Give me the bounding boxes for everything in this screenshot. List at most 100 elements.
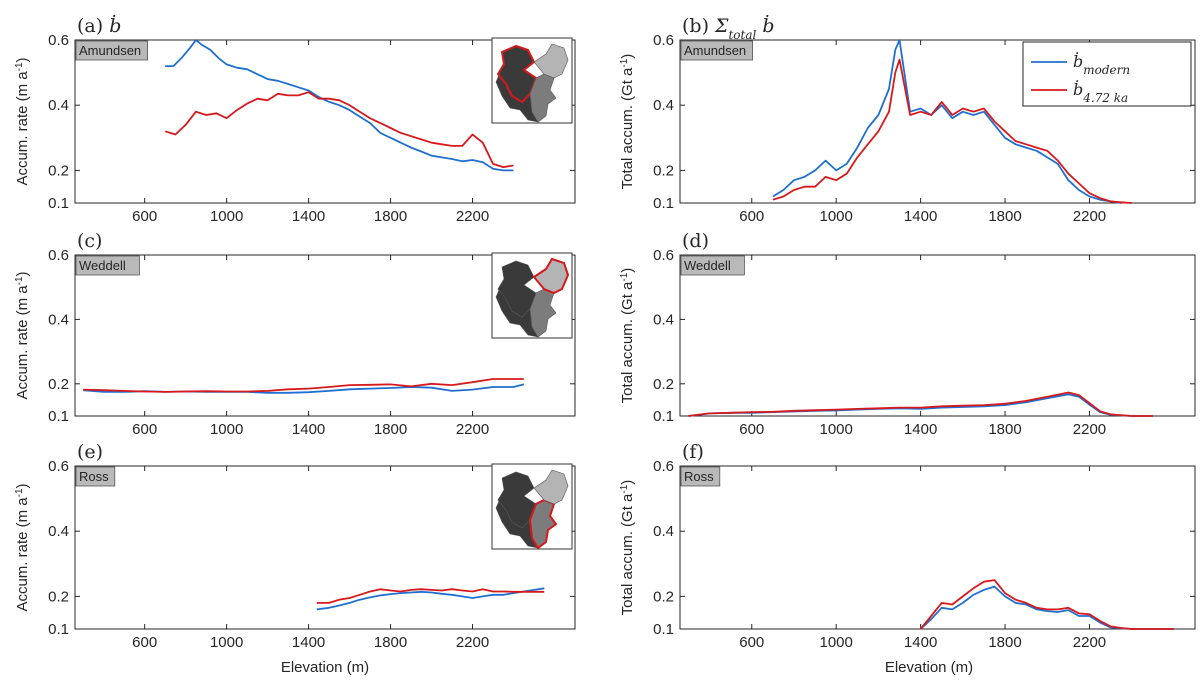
y-tick-label: 0.6 [48, 32, 69, 49]
region-tag-box [680, 40, 753, 61]
y-tick-label: 0.1 [653, 621, 674, 638]
legend-frame [1022, 41, 1192, 107]
panel-b: 600 1000 1400 1800 2200 0.1 0.2 0.4 0.6 Total acc… [619, 14, 1196, 225]
series-line-modern [772, 39, 1122, 204]
y-axis-label: Total accum. (Gt a-1) [619, 268, 637, 404]
legend-label-modern: ḃmodern [1073, 51, 1130, 77]
x-tick-label: 1800 [988, 208, 1021, 225]
series-line-paleo [919, 579, 1174, 630]
region-tag: Amundsen [680, 40, 753, 61]
panel-d: 600 1000 1400 1800 2200 0.1 0.2 0.4 0.6 Total acc… [619, 230, 1196, 438]
panel-c: 600 1000 1400 1800 2200 0.1 0.2 0.4 0.6 Accum. ra… [14, 230, 576, 438]
y-tick-label: 0.6 [48, 247, 69, 264]
panel-label: (a) ḃ [77, 14, 121, 37]
y-tick-label: 0.4 [653, 97, 674, 114]
panel-label: (d) [682, 230, 709, 252]
inset-ross-basin [529, 73, 557, 123]
region-label: Ross [684, 469, 714, 484]
x-tick-label: 1800 [374, 634, 407, 651]
panel-label: (b) Σtotal ḃ [682, 14, 775, 42]
x-tick-label: 2200 [1073, 421, 1106, 438]
basin-map-inset [491, 37, 573, 124]
region-label: Weddell [684, 258, 731, 273]
basin-map-inset [491, 252, 573, 339]
series-line-paleo [772, 58, 1132, 204]
y-tick-label: 0.1 [48, 621, 69, 638]
inset-weddell-basin [533, 43, 569, 79]
y-axis-label: Accum. rate (m a-1) [14, 271, 32, 399]
region-tag: Weddell [75, 255, 140, 276]
y-tick-label: 0.1 [653, 195, 674, 212]
x-tick-label: 600 [739, 634, 764, 651]
series-line-paleo [688, 391, 1153, 417]
x-tick-label: 1400 [904, 208, 937, 225]
region-tag-box [75, 255, 140, 276]
x-tick-label: 1400 [904, 421, 937, 438]
y-axis-label: Total accum. (Gt a-1) [619, 480, 637, 616]
x-tick-label: 600 [132, 208, 157, 225]
x-tick-label: 2200 [1073, 634, 1106, 651]
y-tick-label: 0.6 [653, 32, 674, 49]
x-tick-label: 1400 [292, 421, 325, 438]
y-tick-label: 0.2 [653, 588, 674, 605]
region-tag-box [75, 466, 116, 487]
region-tag: Ross [680, 466, 721, 487]
x-tick-label: 1000 [210, 634, 243, 651]
plot-area-frame [679, 465, 1196, 630]
series-line-paleo [83, 378, 524, 393]
y-tick-label: 0.4 [48, 311, 69, 328]
y-tick-label: 0.1 [653, 408, 674, 425]
basin-map-inset [491, 463, 573, 550]
x-tick-label: 1000 [820, 208, 853, 225]
x-axis-label-left: Elevation (m) [281, 659, 369, 676]
x-tick-label: 1000 [210, 208, 243, 225]
x-tick-label: 600 [739, 208, 764, 225]
y-tick-label: 0.6 [653, 458, 674, 475]
region-label: Amundsen [684, 43, 746, 58]
y-tick-label: 0.4 [653, 311, 674, 328]
region-label: Weddell [79, 258, 126, 273]
inset-ross-basin [528, 498, 558, 550]
region-tag: Ross [75, 466, 116, 487]
y-tick-label: 0.2 [48, 162, 69, 179]
y-tick-label: 0.2 [653, 162, 674, 179]
y-axis-label: Accum. rate (m a-1) [14, 483, 32, 611]
y-tick-label: 0.1 [48, 408, 69, 425]
x-tick-label: 1400 [904, 634, 937, 651]
series-line-modern [316, 587, 545, 611]
y-tick-label: 0.4 [653, 523, 674, 540]
y-tick-label: 0.2 [48, 376, 69, 393]
panel-label: (e) [77, 441, 103, 463]
x-tick-label: 600 [132, 421, 157, 438]
region-tag-box [75, 40, 148, 61]
region-tag: Amundsen [75, 40, 148, 61]
region-label: Ross [79, 469, 109, 484]
panel-label: (c) [77, 230, 102, 252]
y-tick-label: 0.4 [48, 97, 69, 114]
x-tick-label: 600 [739, 421, 764, 438]
region-tag-box [680, 466, 721, 487]
x-tick-label: 2200 [456, 634, 489, 651]
y-tick-label: 0.1 [48, 195, 69, 212]
x-tick-label: 1800 [374, 421, 407, 438]
x-tick-label: 1400 [292, 208, 325, 225]
panel-label: (f) [682, 441, 704, 463]
x-tick-label: 2200 [1073, 208, 1106, 225]
x-tick-label: 1800 [988, 421, 1021, 438]
y-tick-label: 0.6 [48, 458, 69, 475]
x-tick-label: 1000 [820, 634, 853, 651]
y-axis-label: Accum. rate (m a-1) [14, 57, 32, 185]
legend-label-paleo: ḃ4.72 ka [1073, 79, 1128, 105]
x-tick-label: 2200 [456, 208, 489, 225]
x-tick-label: 1000 [210, 421, 243, 438]
series-line-paleo [164, 91, 514, 169]
x-axis-label-right: Elevation (m) [885, 659, 973, 676]
series-line-modern [165, 39, 514, 172]
panel-e: 600 1000 1400 1800 2200 0.1 0.2 0.4 0.6 Accum. ra… [14, 441, 576, 651]
region-tag-box [680, 255, 745, 276]
x-tick-label: 1800 [988, 634, 1021, 651]
y-tick-label: 0.2 [48, 588, 69, 605]
y-tick-label: 0.6 [653, 247, 674, 264]
